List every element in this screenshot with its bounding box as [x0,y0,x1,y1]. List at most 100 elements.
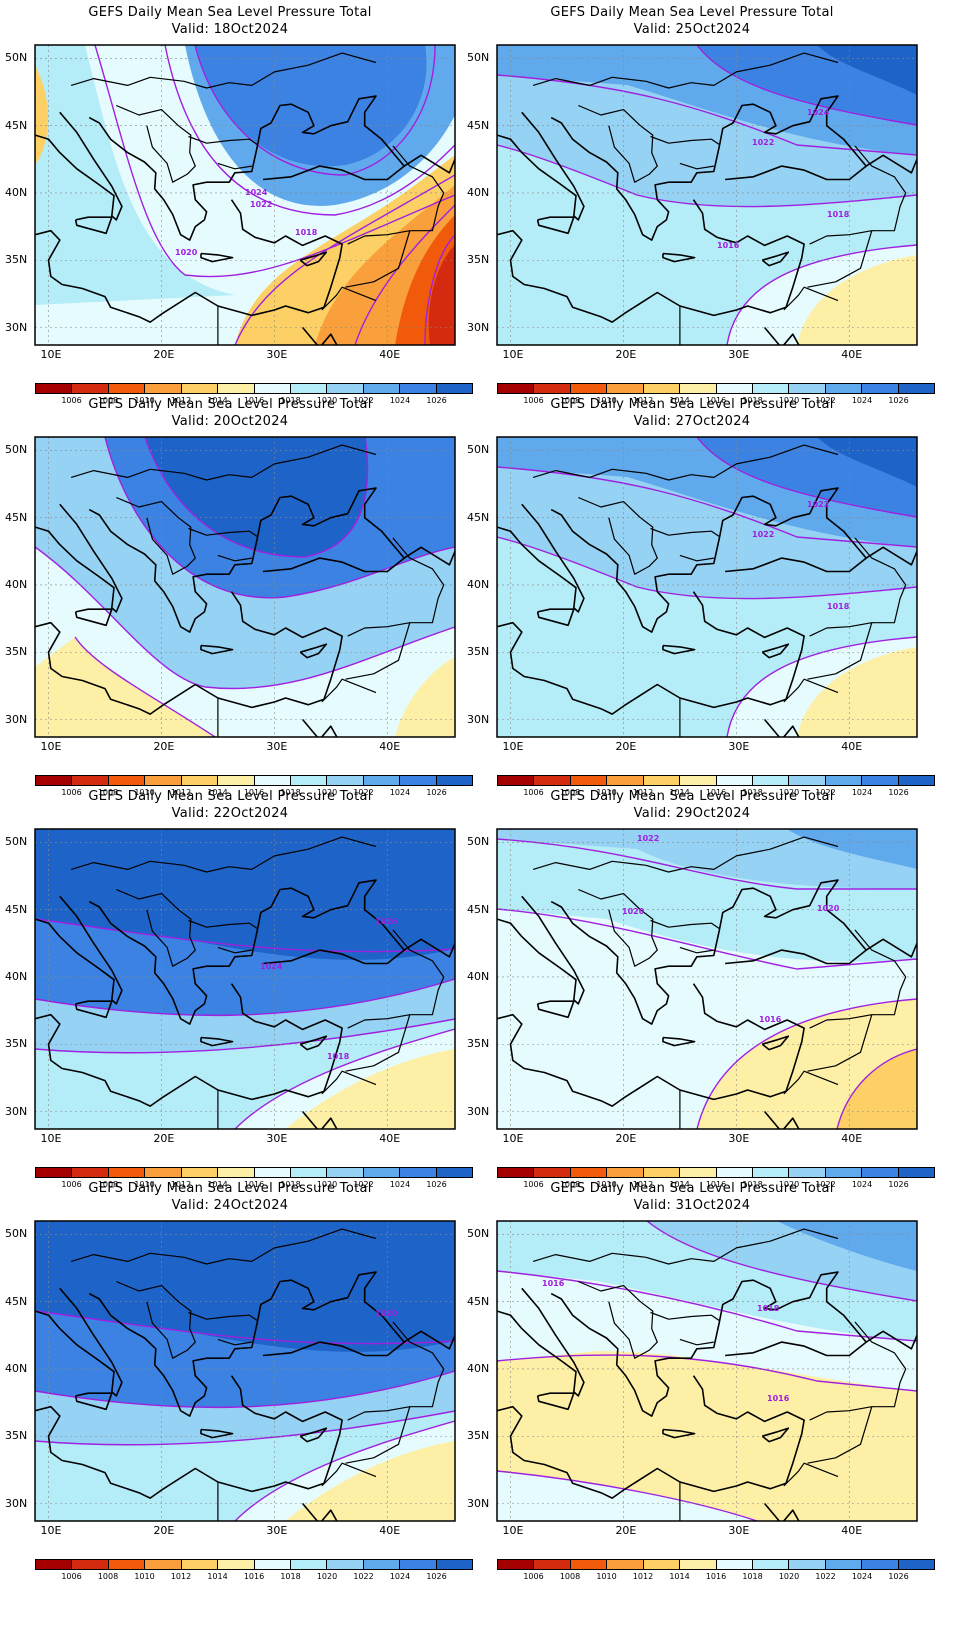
legend-label: 1006 [61,1180,82,1189]
panel-title: GEFS Daily Mean Sea Level Pressure Total [550,5,834,20]
map-frame [34,436,456,738]
legend-swatch [36,776,73,785]
legend-swatch [108,776,146,785]
legend-label: 1016 [705,1572,727,1581]
latitude-label: 35N [467,1037,490,1051]
legend-label: 1010 [134,1572,155,1581]
legend-swatch [181,776,219,785]
latitude-label: 35N [5,1037,28,1051]
coastline [761,251,790,267]
border-line [188,527,258,538]
legend-swatch [108,1560,146,1569]
legend-swatch [898,776,935,785]
latitude-label: 45N [467,902,490,916]
coastline [662,644,696,655]
legend-label: 1012 [170,396,192,405]
longitude-label: 40E [379,1132,401,1145]
isobar-line [144,437,369,558]
legend-swatch [254,384,291,393]
legend-swatch [498,384,535,393]
coastline [200,644,234,655]
coastline [865,1330,917,1350]
latitude-label: 45N [467,510,490,524]
legend-swatch [145,776,182,785]
legend-label: 1018 [742,1572,763,1581]
longitude-label: 30E [728,1132,750,1145]
border-line [321,1070,377,1095]
coastline [299,1035,328,1051]
legend-label: 1026 [888,1180,909,1189]
legend-label: 1014 [669,1180,690,1189]
border-line [532,1228,839,1265]
coastline [763,1110,800,1129]
border-line [532,52,839,89]
longitude-label: 10E [40,1524,62,1537]
coastline [497,983,805,1107]
legend-colorbar [35,1559,473,1570]
isobar-line [646,1221,917,1302]
legend-label: 1018 [742,396,763,405]
coastline [200,1428,234,1439]
longitude-label: 30E [266,348,288,361]
border-line [217,1338,252,1346]
border-line [807,1014,873,1072]
legend-swatch [400,1168,437,1177]
latitude-label: 50N [467,835,490,849]
legend-swatch [218,1168,255,1177]
longitude-label: 40E [841,1524,863,1537]
isobar-line [497,1270,917,1342]
legend-label: 1020 [778,788,800,797]
isobar-label: 1018 [327,1052,350,1061]
legend-label: 1016 [705,396,727,405]
border-line [347,145,445,245]
legend-swatch [400,384,437,393]
coastline [550,487,867,633]
legend-label: 1018 [280,1180,301,1189]
pressure-map: 1026 1024 1018 [34,828,456,1130]
latitude-label: 50N [5,1227,28,1241]
border-line [783,1070,839,1095]
panel-title: GEFS Daily Mean Sea Level Pressure Total [88,5,372,20]
border-line [217,946,252,954]
legend-swatch [436,384,473,393]
coastline [536,1000,575,1019]
legend-swatch [789,1560,826,1569]
map-frame [496,828,918,1130]
legend-label: 1008 [97,1180,119,1189]
legend-label: 1010 [596,396,617,405]
latitude-label: 50N [467,443,490,457]
legend-label: 1026 [888,788,909,797]
border-line [347,1321,445,1421]
legend-label: 1026 [888,396,909,405]
latitude-label: 40N [5,1361,28,1375]
isobar-line [35,978,455,1017]
latitude-label: 40N [5,969,28,983]
border-line [345,1406,411,1464]
border-line [70,1228,377,1265]
color-legend: 1006 1008 1010 1012 1014 1016 1018 1020 1022 1024… [497,1167,935,1193]
legend-label: 1014 [669,788,690,797]
coastline [865,546,917,566]
legend-swatch [327,384,364,393]
latitude-label: 35N [5,1429,28,1443]
isobar-label: 1022 [637,834,659,843]
legend-label: 1006 [523,1572,544,1581]
coastline [536,1392,575,1411]
legend-swatch [716,1168,753,1177]
pressure-band [35,637,215,737]
longitude-label: 10E [502,1524,524,1537]
longitude-label: 30E [728,740,750,753]
legend-label: 1020 [316,1572,338,1581]
legend-label: 1006 [61,788,82,797]
border-line [807,622,873,680]
latitude-label: 50N [5,443,28,457]
border-line [321,286,377,311]
legend-swatch [825,1168,863,1177]
legend-label: 1022 [353,788,374,797]
coastline [35,1287,123,1397]
coastline [88,95,405,241]
longitude-label: 40E [841,348,863,361]
legend-swatch [108,384,146,393]
isobar-label: 1016 [717,241,740,250]
border-line [679,554,714,562]
